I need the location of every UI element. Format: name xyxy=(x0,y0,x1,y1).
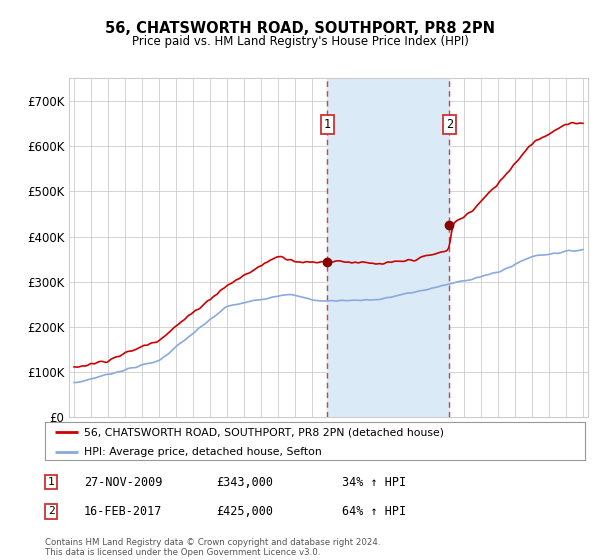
Text: This data is licensed under the Open Government Licence v3.0.: This data is licensed under the Open Gov… xyxy=(45,548,320,557)
Text: 16-FEB-2017: 16-FEB-2017 xyxy=(84,505,163,517)
Text: HPI: Average price, detached house, Sefton: HPI: Average price, detached house, Seft… xyxy=(84,447,322,457)
Text: Price paid vs. HM Land Registry's House Price Index (HPI): Price paid vs. HM Land Registry's House … xyxy=(131,35,469,48)
Text: 56, CHATSWORTH ROAD, SOUTHPORT, PR8 2PN: 56, CHATSWORTH ROAD, SOUTHPORT, PR8 2PN xyxy=(105,21,495,36)
Text: 1: 1 xyxy=(47,477,55,487)
Text: 2: 2 xyxy=(446,118,453,130)
Text: 1: 1 xyxy=(323,118,331,130)
Text: £425,000: £425,000 xyxy=(216,505,273,517)
Text: 27-NOV-2009: 27-NOV-2009 xyxy=(84,475,163,488)
Text: 34% ↑ HPI: 34% ↑ HPI xyxy=(342,475,406,488)
Text: Contains HM Land Registry data © Crown copyright and database right 2024.: Contains HM Land Registry data © Crown c… xyxy=(45,538,380,547)
Text: £343,000: £343,000 xyxy=(216,475,273,488)
Bar xyxy=(327,78,449,417)
Text: 64% ↑ HPI: 64% ↑ HPI xyxy=(342,505,406,517)
Text: 2: 2 xyxy=(47,506,55,516)
Text: 56, CHATSWORTH ROAD, SOUTHPORT, PR8 2PN (detached house): 56, CHATSWORTH ROAD, SOUTHPORT, PR8 2PN … xyxy=(84,427,444,437)
